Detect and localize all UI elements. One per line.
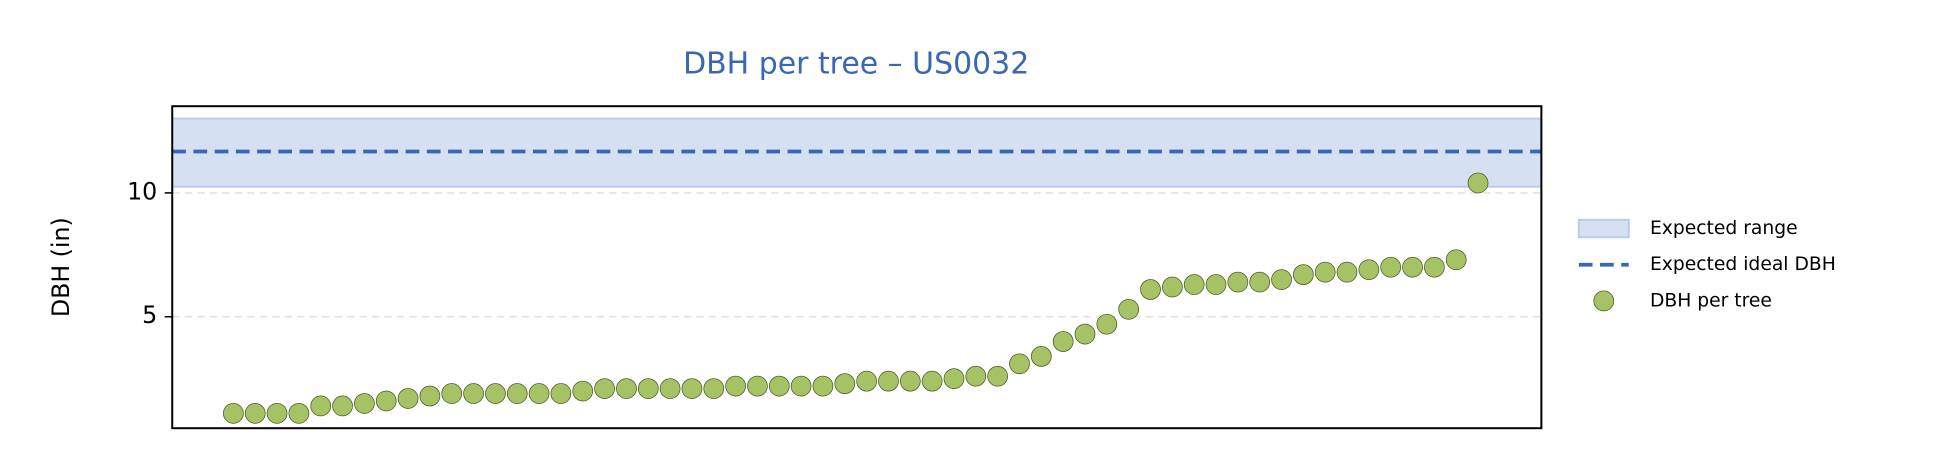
y-tick-label: 10: [127, 177, 157, 205]
point: [1227, 271, 1249, 293]
point: [1030, 346, 1052, 367]
point: [1402, 256, 1423, 278]
point: [572, 380, 594, 402]
chart-title: DBH per tree – US0032: [683, 47, 1029, 82]
point: [790, 375, 812, 397]
point: [768, 375, 790, 397]
point: [1292, 264, 1314, 285]
point: [1161, 276, 1183, 298]
point: [812, 375, 834, 397]
plot-frame: [171, 105, 1543, 430]
point: [550, 383, 572, 404]
point: [703, 378, 725, 399]
point: [1467, 172, 1489, 194]
point: [943, 368, 965, 390]
point: [223, 402, 244, 424]
point: [375, 390, 397, 412]
point: [659, 378, 681, 399]
point: [1052, 331, 1074, 352]
y-tick-label: 5: [142, 301, 157, 329]
point: [1336, 261, 1358, 283]
legend-label: DBH per tree: [1650, 290, 1772, 311]
point: [594, 378, 615, 399]
point: [856, 370, 877, 392]
point: [834, 373, 856, 394]
point: [878, 370, 899, 392]
point: [1118, 298, 1140, 320]
point: [1314, 261, 1336, 283]
point: [1009, 353, 1030, 375]
point: [1271, 269, 1292, 290]
legend-label: Expected range: [1650, 218, 1798, 239]
point: [1380, 256, 1402, 278]
point: [725, 375, 746, 397]
point: [506, 383, 528, 404]
point: [397, 388, 419, 409]
point: [463, 383, 484, 404]
legend-swatch: [1577, 218, 1630, 239]
point: [921, 370, 943, 392]
point: [266, 402, 288, 424]
point: [1424, 256, 1445, 278]
point: [1096, 313, 1118, 335]
point: [354, 393, 375, 414]
point: [1205, 274, 1227, 295]
legend-swatch: [1593, 290, 1615, 312]
point: [1183, 274, 1205, 295]
point: [637, 378, 659, 399]
point: [288, 402, 310, 424]
point: [681, 378, 703, 399]
point: [747, 375, 768, 397]
point: [1249, 271, 1271, 293]
point: [332, 395, 353, 417]
point: [441, 383, 463, 404]
point: [419, 385, 441, 407]
point: [485, 383, 506, 404]
point: [310, 395, 332, 417]
point: [1445, 249, 1467, 271]
y-axis-label: DBH (in): [47, 217, 75, 317]
point: [1140, 279, 1161, 300]
point: [965, 365, 987, 387]
legend-label: Expected ideal DBH: [1650, 254, 1836, 275]
point: [899, 370, 921, 392]
point: [987, 365, 1009, 387]
point: [616, 378, 637, 399]
point: [244, 402, 266, 424]
point: [528, 383, 550, 404]
point: [1074, 323, 1096, 345]
point: [1358, 259, 1380, 281]
